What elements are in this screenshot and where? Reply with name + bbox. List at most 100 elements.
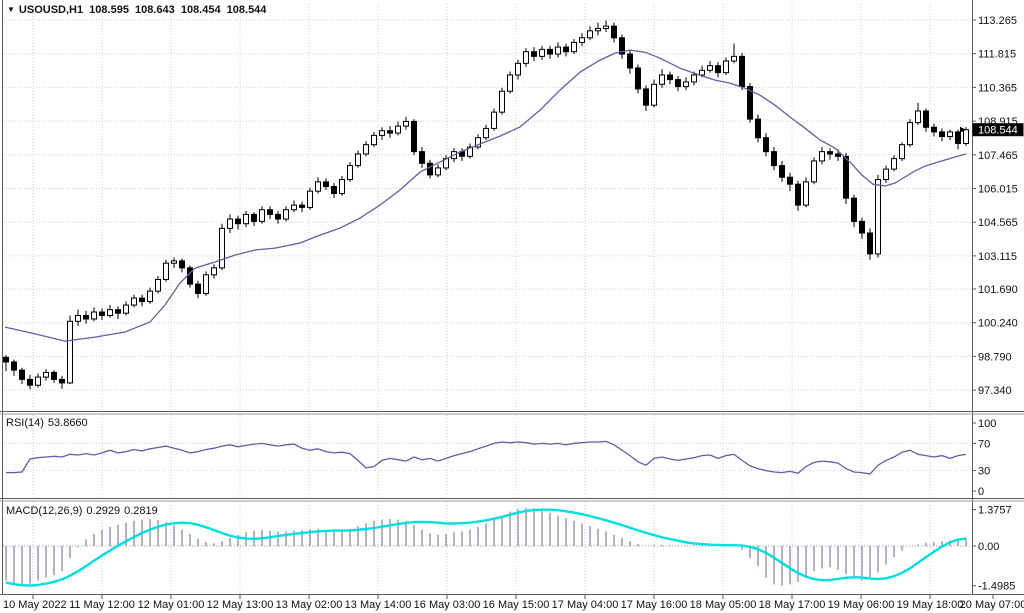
candle-body <box>731 55 737 62</box>
candle-body <box>491 111 497 129</box>
rsi-axis-label: 30 <box>978 466 990 478</box>
candle-body <box>523 51 529 64</box>
time-axis-label: 17 May 16:00 <box>621 599 688 611</box>
candle-body <box>803 181 809 206</box>
price-axis-label: 98.790 <box>978 351 1012 363</box>
candle-body <box>667 74 673 81</box>
candle-body <box>875 179 881 255</box>
candle-body <box>19 369 25 380</box>
macd-axis-label: 1.3757 <box>978 505 1012 517</box>
candle-body <box>587 30 593 39</box>
candle-body <box>355 153 361 167</box>
macd-signal-value: 0.2819 <box>124 505 158 517</box>
candle-body <box>707 65 713 71</box>
quote-close: 108.544 <box>226 4 267 16</box>
candle-body <box>851 197 857 222</box>
candle-body <box>155 278 161 292</box>
candle-body <box>219 227 225 269</box>
candle-body <box>123 304 129 314</box>
candle-body <box>147 290 153 303</box>
time-axis-label: 18 May 17:00 <box>759 599 826 611</box>
candle-body <box>683 81 689 88</box>
price-axis-labels: 113.265 111.815 110.365 108.915 107.465 106.0… <box>978 15 1018 397</box>
macd-name: MACD(12,26,9) <box>6 505 83 517</box>
candle-body <box>923 110 929 128</box>
macd-histogram <box>5 507 967 586</box>
candle-body <box>91 311 97 320</box>
rsi-name: RSI(14) <box>6 417 44 429</box>
candle-body <box>115 309 121 314</box>
time-axis-label: 12 May 01:00 <box>138 599 205 611</box>
candle-body <box>635 67 641 90</box>
candle-body <box>643 88 649 106</box>
panel-borders <box>0 0 1024 595</box>
candle-body <box>419 151 425 164</box>
price-axis-label: 104.565 <box>978 217 1018 229</box>
candle-body <box>467 146 473 157</box>
axis-ticks <box>32 19 994 599</box>
svg-text:108.544: 108.544 <box>978 125 1018 137</box>
candle-body <box>267 209 273 215</box>
price-axis[interactable] <box>972 0 1024 595</box>
last-price-arrow-icon <box>960 126 966 133</box>
candle-body <box>27 378 33 386</box>
candle-body <box>611 25 617 39</box>
candle-body <box>179 260 185 269</box>
candle-body <box>811 160 817 183</box>
price-axis-label: 108.915 <box>978 116 1018 128</box>
time-axis-label: 11 May 12:00 <box>69 599 135 611</box>
candle-body <box>899 144 905 160</box>
candle-body <box>747 86 753 120</box>
symbol-dropdown-icon[interactable]: ▼ <box>7 5 15 14</box>
rsi-axis-label: 100 <box>978 418 996 430</box>
candle-body <box>403 120 409 127</box>
candle-body <box>939 131 945 138</box>
candle-body <box>571 41 577 53</box>
candle-body <box>715 65 721 74</box>
macd-axis-label: -1.4985 <box>978 581 1015 593</box>
candle-body <box>627 53 633 69</box>
candle-body <box>915 110 921 124</box>
candle-body <box>659 74 665 85</box>
candle-body <box>619 37 625 55</box>
candle-body <box>699 69 705 76</box>
macd-axis-label: 0.00 <box>978 541 999 553</box>
candle-body <box>955 131 961 145</box>
candle-body <box>867 232 873 255</box>
candle-body <box>427 162 433 176</box>
candle-body <box>539 48 545 57</box>
rsi-panel-area[interactable] <box>3 415 971 496</box>
candle-body <box>307 190 313 208</box>
price-axis-label: 110.365 <box>978 82 1017 94</box>
macd-value: 0.2929 <box>86 505 121 517</box>
candle-body <box>779 165 785 178</box>
main-chart-area[interactable] <box>3 4 971 410</box>
candle-body <box>227 218 233 229</box>
symbol-period-label: USOUSD,H1 <box>18 4 84 16</box>
time-axis-label: 13 May 02:00 <box>276 599 343 611</box>
candle-body <box>283 209 289 220</box>
time-axis-label: 19 May 06:00 <box>828 599 895 611</box>
candle-body <box>603 25 609 29</box>
candle-body <box>11 361 17 371</box>
time-axis-label: 20 May 07:00 <box>960 599 1024 611</box>
candle-body <box>499 90 505 113</box>
candle-body <box>435 167 441 176</box>
candle-body <box>203 274 209 294</box>
candle-body <box>763 137 769 153</box>
candle-body <box>555 46 561 55</box>
candle-body <box>795 183 801 206</box>
time-axis-label: 17 May 04:00 <box>552 599 619 611</box>
candle-body <box>827 151 833 155</box>
candle-body <box>507 74 513 92</box>
candle-body <box>371 134 377 146</box>
macd-indicator-label: MACD(12,26,9) 0.2929 0.2819 <box>6 505 162 518</box>
candle-body <box>651 83 657 106</box>
candle-body <box>771 151 777 167</box>
candle-body <box>139 297 145 303</box>
candle-body <box>51 371 57 380</box>
candle-body <box>107 309 113 316</box>
time-axis[interactable] <box>0 596 1024 613</box>
candle-body <box>947 131 953 138</box>
